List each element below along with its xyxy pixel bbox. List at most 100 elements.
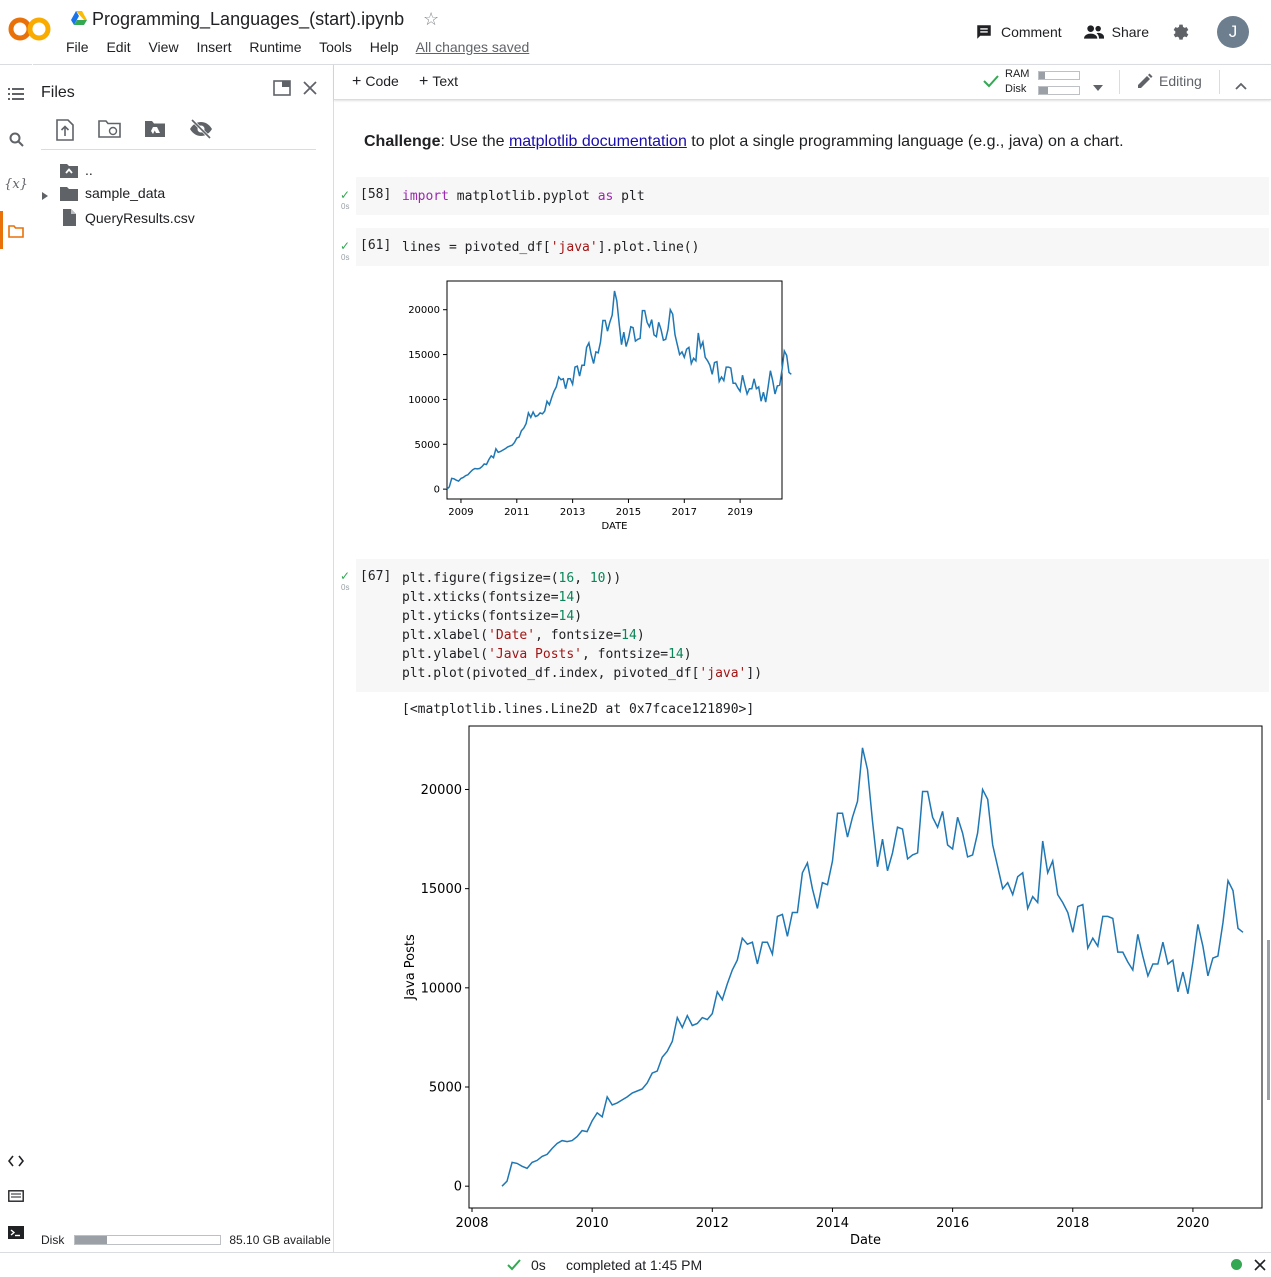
open-in-tab-icon[interactable] [273, 80, 291, 101]
mount-drive-icon[interactable] [144, 119, 166, 141]
code-cell[interactable]: [61] lines = pivoted_df['java'].plot.lin… [356, 228, 1269, 266]
resource-dropdown-icon[interactable] [1093, 78, 1103, 96]
share-button[interactable]: Share [1083, 24, 1149, 40]
x-tick-label: 2016 [936, 1216, 969, 1231]
add-code-button[interactable]: + Code [352, 73, 399, 90]
big-java-line-chart: 0 5000 10000 15000 20000 2008 2010 2012 2014 2016… [403, 725, 1263, 1248]
code-cell[interactable]: [58] import matplotlib.pyplot as plt [356, 177, 1269, 215]
settings-button[interactable] [1171, 22, 1199, 42]
ram-label: RAM [1005, 68, 1030, 80]
menu-help[interactable]: Help [369, 39, 399, 55]
plot-area [446, 280, 783, 500]
java-series-line [446, 290, 792, 490]
cell-exec-time: 0s [341, 202, 350, 211]
menu-bar: File Edit View Insert Runtime Tools Help… [66, 39, 543, 55]
search-icon[interactable] [6, 129, 26, 149]
menu-file[interactable]: File [66, 39, 89, 55]
active-indicator [0, 211, 3, 249]
menu-edit[interactable]: Edit [106, 39, 131, 55]
y-tick-label: 20000 [421, 783, 462, 798]
challenge-text-cell[interactable]: Challenge: Use the matplotlib documentat… [364, 133, 1124, 151]
challenge-text: to plot a single programming language (e… [686, 133, 1124, 150]
disk-usage: Disk 85.10 GB available [41, 1233, 331, 1247]
status-completed: completed at 1:45 PM [566, 1257, 703, 1273]
close-status-icon[interactable] [1254, 1258, 1266, 1274]
collapse-chevron-icon[interactable] [1235, 77, 1247, 95]
terminal-icon[interactable] [6, 1222, 26, 1242]
tree-item-parent[interactable]: .. [60, 162, 93, 178]
save-status[interactable]: All changes saved [415, 39, 530, 55]
x-tick-label: 2019 [727, 507, 752, 518]
code-editor[interactable]: import matplotlib.pyplot as plt [402, 189, 645, 204]
star-icon[interactable]: ☆ [423, 9, 440, 29]
y-tick-label: 15000 [421, 882, 462, 897]
toolbar-divider [1119, 70, 1120, 94]
x-axis-label: DATE [601, 521, 627, 532]
menu-insert[interactable]: Insert [196, 39, 232, 55]
code-editor[interactable]: plt.figure(figsize=(16, 10)) plt.xticks(… [402, 571, 763, 681]
folder-icon [60, 186, 78, 201]
left-rail: {x} [0, 64, 33, 1252]
cell-output-text: [<matplotlib.lines.Line2D at 0x7fcace121… [402, 702, 755, 717]
x-tick-label: 2020 [1176, 1216, 1209, 1231]
variables-icon[interactable]: {x} [4, 176, 28, 192]
editing-mode-button[interactable]: Editing [1137, 73, 1202, 89]
menu-view[interactable]: View [148, 39, 179, 55]
cell-exec-time: 0s [341, 583, 350, 592]
toolbar-divider [1219, 70, 1220, 94]
scrollbar[interactable] [1267, 940, 1270, 1100]
x-tick-label: 2014 [816, 1216, 849, 1231]
x-tick-label: 2011 [504, 507, 529, 518]
comment-icon [977, 25, 991, 39]
hide-files-icon[interactable] [189, 118, 212, 141]
y-tick-label: 20000 [408, 305, 440, 316]
file-icon [63, 209, 76, 226]
table-of-contents-icon[interactable] [6, 84, 26, 104]
code-editor[interactable]: lines = pivoted_df['java'].plot.line() [402, 240, 700, 255]
google-drive-icon[interactable] [71, 11, 87, 30]
menu-runtime[interactable]: Runtime [249, 39, 302, 55]
notebook-content: Challenge: Use the matplotlib documentat… [334, 100, 1271, 1252]
add-text-button[interactable]: + Text [419, 73, 459, 90]
close-icon[interactable] [302, 80, 318, 101]
cell-execution-count: [67] [360, 569, 392, 584]
disk-label: Disk [1005, 83, 1027, 95]
top-header: Programming_Languages_(start).ipynb ☆ Fi… [0, 0, 1271, 65]
upload-icon[interactable] [55, 119, 77, 141]
cell-execution-count: [61] [360, 238, 392, 253]
expand-arrow-icon[interactable] [41, 188, 49, 206]
code-cell[interactable]: [67] plt.figure(figsize=(16, 10)) plt.xt… [356, 559, 1269, 692]
tree-item-queryresults[interactable]: QueryResults.csv [60, 209, 195, 226]
notebook-title[interactable]: Programming_Languages_(start).ipynb [92, 9, 405, 29]
menu-tools[interactable]: Tools [319, 39, 352, 55]
ram-bar [1038, 71, 1080, 80]
people-icon [1083, 25, 1104, 39]
comment-button[interactable]: Comment [975, 23, 1062, 41]
code-snippets-icon[interactable] [6, 1151, 26, 1171]
command-palette-icon[interactable] [6, 1186, 26, 1206]
tree-item-sample-data[interactable]: sample_data [60, 185, 165, 201]
connected-check-icon [983, 74, 999, 93]
resource-monitor[interactable]: RAM Disk [1005, 67, 1080, 97]
refresh-folder-icon[interactable] [98, 119, 121, 141]
challenge-text: : Use the [440, 133, 509, 150]
y-axis-label: Java Posts [403, 934, 418, 1001]
x-tick-label: 2018 [1056, 1216, 1089, 1231]
folder-up-icon [60, 163, 78, 178]
y-tick-label: 5000 [415, 440, 440, 451]
matplotlib-docs-link[interactable]: matplotlib documentation [508, 133, 687, 150]
share-label: Share [1111, 24, 1149, 40]
avatar[interactable]: J [1217, 16, 1249, 48]
pencil-icon [1138, 73, 1153, 88]
folder-icon[interactable] [6, 221, 26, 241]
tree-item-label: sample_data [85, 185, 166, 201]
x-tick-label: 2012 [696, 1216, 729, 1231]
add-text-label: Text [432, 73, 459, 89]
y-tick-label: 0 [454, 1180, 462, 1195]
gear-icon [1173, 24, 1189, 40]
colab-logo-icon[interactable] [8, 12, 52, 46]
x-tick-label: 2008 [455, 1216, 488, 1231]
cell-success-icon: ✓ [340, 188, 351, 202]
status-check-icon [507, 1258, 521, 1274]
y-tick-label: 5000 [429, 1081, 462, 1096]
